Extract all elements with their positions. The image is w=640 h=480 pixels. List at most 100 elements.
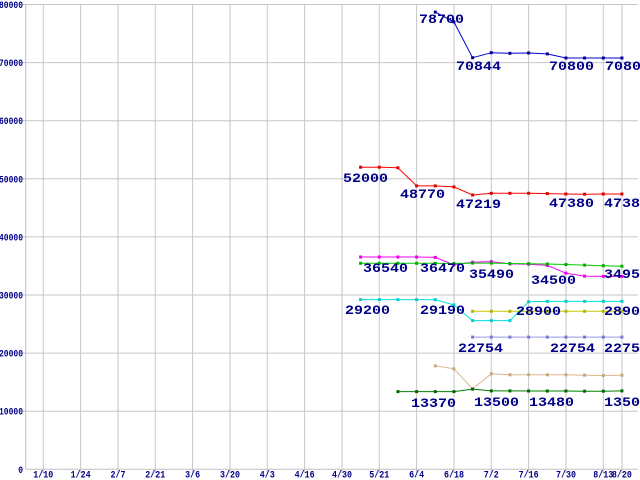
- x-tick-label: 8/13: [593, 470, 613, 480]
- series-tan-marker: [527, 373, 531, 377]
- series-blue-marker: [489, 51, 493, 55]
- x-tick-label: 2/7: [111, 470, 126, 480]
- series-red-marker: [433, 184, 437, 188]
- series-tan-marker: [601, 374, 605, 377]
- series-olive-marker: [489, 309, 493, 313]
- series-cyan-marker: [620, 299, 624, 303]
- series-blue-value-label: 78700: [419, 12, 464, 27]
- series-red-marker: [508, 191, 512, 195]
- series-cyan-marker: [545, 299, 549, 303]
- x-tick-label: 4/3: [260, 470, 275, 480]
- series-green-marker: [545, 262, 549, 266]
- x-tick-label: 3/6: [185, 470, 200, 480]
- series-purple-marker: [527, 335, 531, 339]
- series-darkgreen-value-label: 13500: [604, 395, 640, 410]
- series-purple-marker: [620, 335, 624, 339]
- series-tan-marker: [620, 373, 624, 377]
- series-darkgreen-marker: [564, 389, 568, 393]
- series-red-marker: [527, 191, 531, 195]
- series-tan-marker: [433, 364, 437, 368]
- y-tick-label: 60000: [0, 117, 23, 128]
- x-tick-label: 2/21: [145, 470, 165, 480]
- series-magenta-marker: [433, 255, 437, 259]
- series-green-marker: [471, 261, 475, 265]
- series-purple-value-label: 22754: [458, 341, 503, 356]
- series-darkgreen-marker: [452, 390, 456, 394]
- series-darkgreen-marker: [601, 389, 605, 393]
- series-magenta-marker: [583, 274, 587, 278]
- y-tick-label: 10000: [0, 408, 23, 419]
- series-magenta-marker: [396, 255, 400, 259]
- series-red-marker: [583, 192, 587, 196]
- series-magenta-value-label: 36470: [420, 261, 465, 276]
- series-tan-marker: [489, 372, 493, 376]
- series-cyan-marker: [359, 298, 363, 302]
- series-purple-marker: [471, 335, 475, 339]
- series-purple-marker: [583, 335, 587, 339]
- series-olive-marker: [545, 309, 549, 313]
- series-blue-marker: [433, 10, 437, 14]
- series-red-marker: [545, 192, 549, 196]
- series-magenta-marker: [377, 255, 381, 259]
- series-tan-marker: [564, 373, 568, 377]
- series-blue-marker: [620, 56, 624, 60]
- y-tick-label: 40000: [0, 233, 23, 244]
- series-darkgreen-marker: [508, 389, 512, 393]
- series-green-marker: [359, 261, 363, 265]
- x-tick-label: 7/30: [556, 470, 576, 480]
- series-darkgreen-marker: [527, 389, 531, 393]
- series-darkgreen-marker: [545, 389, 549, 393]
- series-cyan-marker: [508, 319, 512, 323]
- series-darkgreen-marker: [620, 389, 624, 393]
- series-green-marker: [601, 264, 605, 268]
- y-tick-label: 20000: [0, 350, 23, 361]
- series-red-marker: [564, 192, 568, 196]
- series-olive-marker: [620, 309, 624, 313]
- series-tan-marker: [583, 373, 587, 377]
- series-cyan-marker: [471, 319, 475, 323]
- series-cyan-marker: [564, 299, 568, 303]
- series-cyan-value-label: 28900: [516, 304, 561, 319]
- series-blue-value-label: 70800: [605, 59, 640, 74]
- series-red-marker: [415, 184, 419, 188]
- series-cyan-value-label: 29190: [420, 303, 465, 318]
- series-darkgreen-marker: [583, 389, 587, 393]
- series-tan-marker: [452, 367, 456, 371]
- series-magenta-value-label: 34500: [531, 273, 576, 288]
- series-cyan-marker: [452, 303, 456, 307]
- x-tick-label: 7/16: [519, 470, 539, 480]
- x-tick-label: 1/24: [71, 470, 91, 480]
- series-blue-marker: [508, 51, 512, 55]
- series-red-marker: [601, 192, 605, 196]
- series-red-marker: [452, 185, 456, 189]
- series-red-value-label: 47219: [456, 197, 501, 212]
- series-green-marker: [527, 262, 531, 266]
- series-purple-value-label: 22750: [604, 341, 640, 356]
- series-blue-marker: [452, 20, 456, 24]
- x-tick-label: 6/18: [444, 470, 464, 480]
- series-cyan-marker: [601, 299, 605, 303]
- series-darkgreen-marker: [433, 390, 437, 394]
- series-red-value-label: 52000: [343, 171, 388, 186]
- series-blue-marker: [545, 52, 549, 56]
- series-blue-marker: [583, 56, 587, 60]
- x-tick-label: 1/10: [33, 470, 53, 480]
- series-purple-marker: [489, 335, 493, 339]
- series-green-marker: [620, 264, 624, 268]
- series-green-marker: [452, 262, 456, 265]
- series-cyan-marker: [583, 299, 587, 303]
- series-green-marker: [583, 263, 587, 267]
- series-cyan-marker: [433, 298, 437, 302]
- series-darkgreen-marker: [471, 387, 475, 391]
- x-tick-label: 5/21: [369, 470, 389, 480]
- series-red-marker: [396, 166, 400, 170]
- series-magenta-marker: [620, 274, 624, 278]
- series-olive-marker: [471, 309, 475, 313]
- series-red-marker: [377, 165, 381, 169]
- series-darkgreen-marker: [489, 389, 493, 393]
- series-purple-marker: [545, 335, 549, 339]
- series-blue-marker: [601, 56, 605, 60]
- series-cyan-marker: [489, 319, 493, 323]
- series-blue-value-label: 70800: [549, 59, 594, 74]
